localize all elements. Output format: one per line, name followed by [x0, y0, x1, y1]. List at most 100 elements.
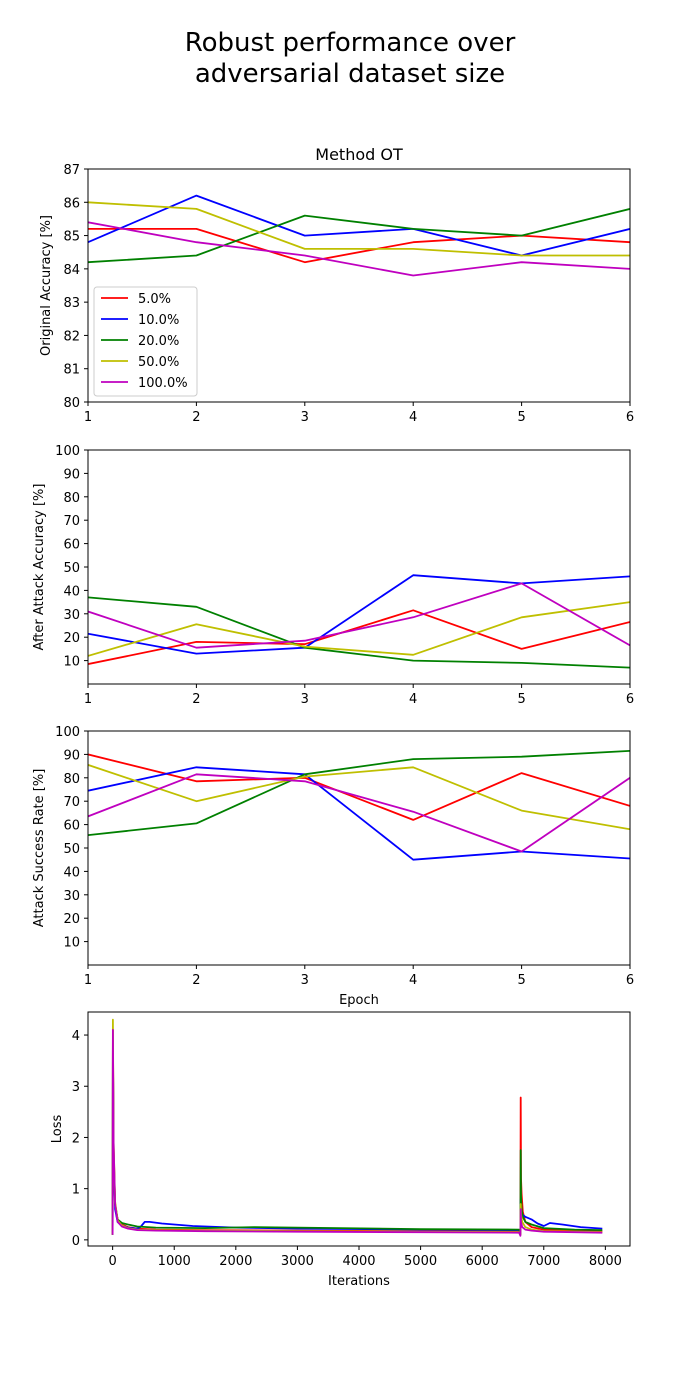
x-tick-label: 5 [517, 410, 525, 425]
y-tick-label: 20 [63, 912, 80, 927]
x-tick-label: 2 [192, 973, 200, 988]
x-tick-label: 3000 [281, 1254, 314, 1269]
y-tick-label: 30 [63, 608, 80, 623]
legend-box [93, 286, 198, 397]
y-tick-label: 90 [63, 467, 80, 482]
series-line-1 [111, 1029, 603, 1236]
x-tick-label: 3 [301, 410, 309, 425]
x-tick-label: 2 [192, 410, 200, 425]
y-tick-label: 90 [63, 748, 80, 763]
series-line-20.0pct [88, 208, 630, 264]
y-tick-label: 10 [63, 655, 80, 670]
series-line-2 [88, 766, 630, 861]
y-tick-label: 100 [55, 725, 80, 740]
y-tick-label: 2 [72, 1131, 80, 1146]
x-tick-label: 4000 [342, 1254, 375, 1269]
x-tick-label: 3 [301, 692, 309, 707]
y-tick-label: 86 [63, 196, 80, 211]
x-tick-label: 1 [84, 410, 92, 425]
x-tick-label: 7000 [527, 1254, 560, 1269]
chart-panel-2: 1 2 3 4 5 6 10 20 30 40 50 60 70 80 90 100 After Attack … [32, 444, 634, 707]
series-line-2 [88, 574, 630, 655]
x-tick-label: 5000 [404, 1254, 437, 1269]
series-line-5 [88, 582, 630, 649]
series-line-10.0pct [88, 194, 630, 257]
figure-title-line-2: adversarial dataset size [195, 59, 505, 89]
y-tick-label: 85 [63, 230, 80, 245]
x-tick-label: 4 [409, 973, 417, 988]
chart-title: Method OT [315, 145, 403, 164]
y-tick-label: 50 [63, 561, 80, 576]
x-tick-label: 5 [517, 692, 525, 707]
y-tick-label: 20 [63, 631, 80, 646]
series-line-100.0pct [88, 221, 630, 277]
x-tick-label: 4 [409, 410, 417, 425]
y-tick-label: 40 [63, 584, 80, 599]
y-tick-label: 3 [72, 1080, 80, 1095]
chart-panel-4: 0 1000 2000 3000 4000 5000 6000 7000 8000 0 1 2 3 4 It… [50, 1011, 631, 1289]
y-axis-label: Loss [50, 1115, 65, 1144]
x-tick-label: 6 [626, 410, 634, 425]
y-tick-label: 81 [63, 363, 80, 378]
x-tick-label: 1 [84, 973, 92, 988]
y-tick-label: 10 [63, 936, 80, 951]
y-tick-label: 80 [63, 772, 80, 787]
y-tick-label: 0 [72, 1234, 80, 1249]
y-tick-label: 60 [63, 819, 80, 834]
x-tick-label: 6000 [466, 1254, 499, 1269]
chart-panel-1: 1 2 3 4 5 6 80 81 82 83 84 85 86 87 Method OT Original … [39, 145, 634, 425]
axes-frame [87, 168, 631, 403]
chart-panel-3: 1 2 3 4 5 6 10 20 30 40 50 60 70 80 90 100 Epoch Attack S… [32, 725, 634, 1008]
y-tick-label: 1 [72, 1183, 80, 1198]
x-tick-label: 6 [626, 692, 634, 707]
series-line-4 [111, 1018, 603, 1236]
legend-label: 10.0% [138, 313, 179, 328]
x-tick-label: 8000 [589, 1254, 622, 1269]
chart-panels: 1 2 3 4 5 6 80 81 82 83 84 85 86 87 Method OT Original … [32, 145, 634, 1289]
y-tick-label: 80 [63, 491, 80, 506]
x-axis-label: Epoch [339, 993, 379, 1008]
series-line-5 [111, 1029, 603, 1237]
legend-label: 5.0% [138, 292, 171, 307]
y-tick-label: 80 [63, 396, 80, 411]
plot-area [88, 750, 630, 861]
x-tick-label: 0 [108, 1254, 116, 1269]
y-tick-label: 87 [63, 163, 80, 178]
x-tick-label: 1000 [158, 1254, 191, 1269]
x-tick-label: 5 [517, 973, 525, 988]
y-axis-label: Original Accuracy [%] [39, 215, 54, 356]
y-tick-label: 100 [55, 444, 80, 459]
y-axis-label: After Attack Accuracy [%] [32, 484, 47, 651]
series-line-3 [111, 1044, 603, 1235]
series-line-5 [88, 773, 630, 853]
series-line-3 [88, 750, 630, 836]
series-line-1 [88, 753, 630, 821]
y-axis-label: Attack Success Rate [%] [32, 769, 47, 928]
x-tick-label: 2000 [219, 1254, 252, 1269]
legend-label: 20.0% [138, 334, 179, 349]
legend-label: 100.0% [138, 376, 188, 391]
y-tick-label: 60 [63, 538, 80, 553]
y-tick-label: 30 [63, 889, 80, 904]
plot-area [88, 194, 630, 277]
x-tick-label: 1 [84, 692, 92, 707]
figure-title-line-1: Robust performance over [185, 28, 516, 58]
series-line-2 [111, 1039, 603, 1235]
series-line-1 [88, 609, 630, 665]
axes-frame [87, 1011, 631, 1247]
x-tick-label: 3 [301, 973, 309, 988]
y-tick-label: 70 [63, 514, 80, 529]
x-axis-label: Iterations [328, 1274, 390, 1289]
legend-label: 50.0% [138, 355, 179, 370]
series-line-50.0pct [88, 201, 630, 257]
plot-area [88, 574, 630, 669]
series-line-3 [88, 596, 630, 669]
y-tick-label: 84 [63, 263, 80, 278]
plot-area [111, 1018, 603, 1237]
y-tick-label: 70 [63, 795, 80, 810]
series-line-4 [88, 601, 630, 657]
y-tick-label: 4 [72, 1029, 80, 1044]
y-tick-label: 50 [63, 842, 80, 857]
series-line-4 [88, 764, 630, 831]
